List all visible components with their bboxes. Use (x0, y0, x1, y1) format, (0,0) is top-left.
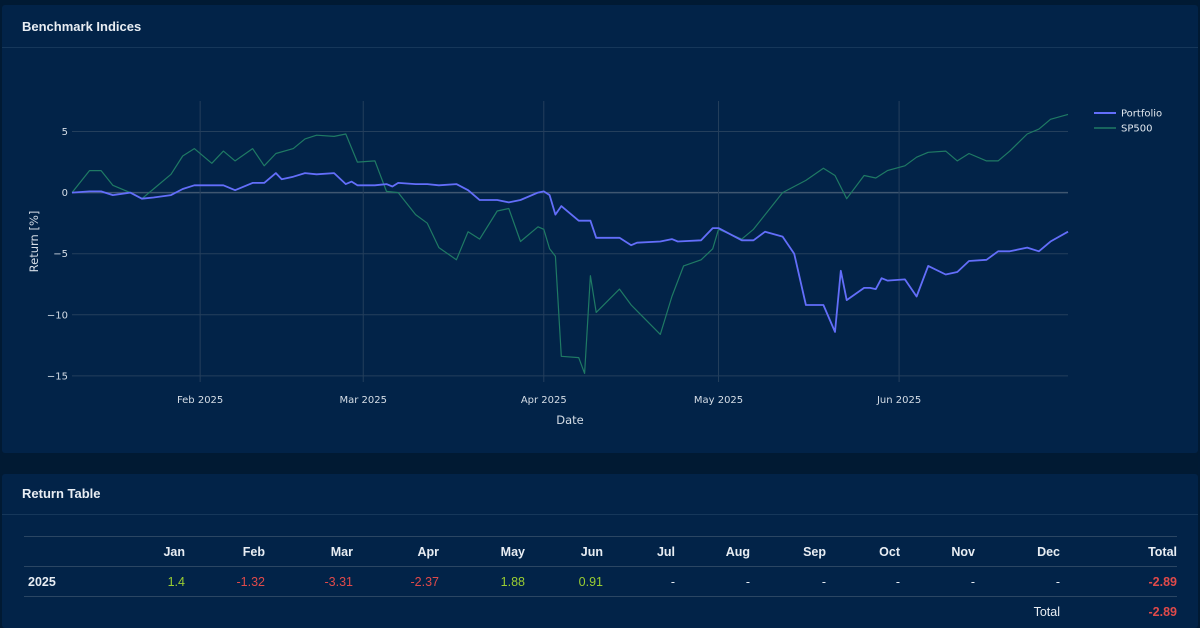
x-tick-label: Apr 2025 (521, 395, 567, 406)
header-jan: Jan (117, 536, 185, 567)
benchmark-chart: 5 0 −5 −10 −15 Feb 2025 Mar 2025 Apr 2025 May 2… (27, 101, 1162, 427)
table-row: 2025 1.4 -1.32 -3.31 -2.37 1.88 0.91- - - - - - -2.8… (24, 566, 1177, 597)
return-table: Jan Feb Mar Apr May Jun Jul Aug Sep Oct Nov Dec Tota… (24, 536, 1177, 626)
grid (72, 101, 1068, 382)
legend-label: SP500 (1121, 124, 1152, 135)
divider (2, 514, 1198, 515)
empty-cell (265, 597, 353, 627)
y-axis-title: Return [%] (27, 211, 41, 273)
table-body: 2025 1.4 -1.32 -3.31 -2.37 1.88 0.91- - - - - - -2.8… (24, 566, 1177, 627)
empty-cell (439, 597, 525, 627)
row-year: 2025 (24, 566, 117, 597)
empty-cell (826, 597, 900, 627)
table-cell: 1.88 (439, 566, 525, 597)
y-axis-ticks: 5 0 −5 −10 −15 (47, 127, 68, 382)
header-apr: Apr (353, 536, 439, 567)
header-mar: Mar (265, 536, 353, 567)
y-tick-label: 5 (62, 127, 68, 138)
x-tick-label: Feb 2025 (177, 395, 223, 406)
table-cell: -3.31 (265, 566, 353, 597)
table-cell: 0.91 (525, 566, 603, 597)
header-aug: Aug (675, 536, 750, 567)
card-title: Benchmark Indices (22, 19, 142, 34)
table-cell: 1.4 (117, 566, 185, 597)
header-jul: Jul (603, 536, 675, 567)
divider (2, 47, 1198, 48)
header-may: May (439, 536, 525, 567)
empty-cell (675, 597, 750, 627)
total-row: Total -2.89 (24, 597, 1177, 627)
header-oct: Oct (826, 536, 900, 567)
empty-cell (750, 597, 826, 627)
table-header-row: Jan Feb Mar Apr May Jun Jul Aug Sep Oct Nov Dec Tota… (24, 536, 1177, 567)
table-cell: - (675, 566, 750, 597)
header-feb: Feb (185, 536, 265, 567)
table-cell: - (900, 566, 975, 597)
x-axis-title: Date (556, 413, 584, 427)
empty-cell (603, 597, 675, 627)
series-lines (71, 113, 1069, 374)
header-sep: Sep (750, 536, 826, 567)
empty-cell (185, 597, 265, 627)
table-cell: - (750, 566, 826, 597)
empty-cell (353, 597, 439, 627)
table-cell: - (975, 566, 1060, 597)
series-line-portfolio (71, 172, 1069, 333)
table-cell: - (826, 566, 900, 597)
table-cell: -2.89 (1060, 566, 1177, 597)
header-dec: Dec (975, 536, 1060, 567)
header-empty (24, 536, 117, 567)
header-total: Total (1060, 536, 1177, 567)
legend-label: Portfolio (1121, 109, 1162, 120)
y-tick-label: −5 (53, 249, 68, 260)
empty-cell (525, 597, 603, 627)
x-axis-ticks: Feb 2025 Mar 2025 Apr 2025 May 2025 Jun 2025 (177, 395, 921, 406)
x-tick-label: May 2025 (694, 395, 743, 406)
return-table-card: Return Table Jan Feb Mar Apr May Jun Jul Aug Sep… (2, 474, 1198, 628)
table-cell: -1.32 (185, 566, 265, 597)
y-tick-label: −15 (47, 371, 68, 382)
empty-cell (24, 597, 117, 627)
empty-cell (117, 597, 185, 627)
header-jun: Jun (525, 536, 603, 567)
y-tick-label: −10 (47, 310, 68, 321)
header-nov: Nov (900, 536, 975, 567)
x-tick-label: Mar 2025 (339, 395, 387, 406)
x-tick-label: Jun 2025 (876, 395, 921, 406)
benchmark-card: Benchmark Indices 5 0 −5 −10 −15 Feb 2025 Mar… (2, 5, 1198, 453)
legend[interactable]: Portfolio SP500 (1094, 109, 1162, 135)
empty-cell (900, 597, 975, 627)
table-cell: - (603, 566, 675, 597)
series-line-sp500 (71, 113, 1069, 374)
total-value: -2.89 (1148, 604, 1178, 619)
y-tick-label: 0 (62, 188, 68, 199)
card-title: Return Table (22, 486, 101, 501)
total-label: Total (1033, 604, 1060, 619)
table-cell: -2.37 (353, 566, 439, 597)
